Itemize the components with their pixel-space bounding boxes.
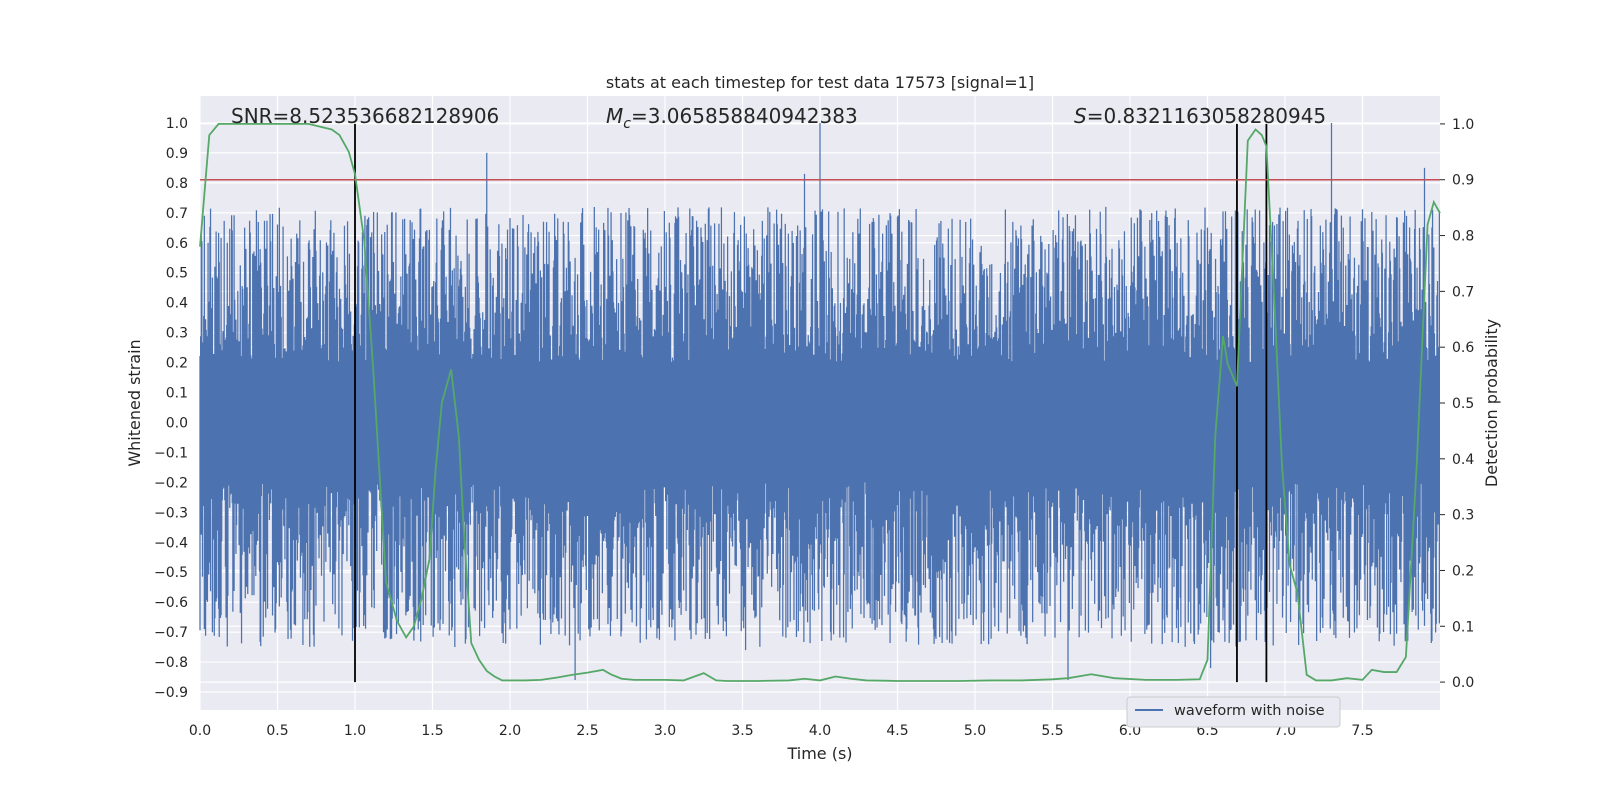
x-tick-label: 0.0 xyxy=(189,723,211,739)
snr-annotation: SNR=8.523536682128906 xyxy=(231,104,499,128)
y-tick-label-left: 0.9 xyxy=(166,146,188,162)
x-tick-label: 3.5 xyxy=(731,723,753,739)
mc-annotation: Mc=3.065858840942383 xyxy=(606,104,858,132)
y-tick-label-left: −0.8 xyxy=(154,655,188,671)
x-tick-label: 4.0 xyxy=(809,723,831,739)
x-ticks: 0.0 0.5 1.0 1.5 2.0 2.5 3.0 3.5 4.0 4.5 5.0 5.5 6.0 6… xyxy=(189,723,1374,739)
y-tick-label-left: 1.0 xyxy=(166,116,188,132)
x-tick-label: 1.0 xyxy=(344,723,366,739)
y-tick-label-right: 0.5 xyxy=(1452,396,1474,412)
chart-title: stats at each timestep for test data 175… xyxy=(606,73,1034,92)
y-axis-label-left: Whitened strain xyxy=(125,339,144,466)
probability-series xyxy=(199,123,1441,682)
x-tick-label: 1.5 xyxy=(421,723,443,739)
x-tick-label: 5.0 xyxy=(964,723,986,739)
x-tick-label: 7.5 xyxy=(1351,723,1373,739)
y-tick-label-left: −0.9 xyxy=(154,685,188,701)
y-tick-label-right: 0.0 xyxy=(1452,675,1474,691)
y-tick-label-left: 0.7 xyxy=(166,206,188,222)
x-tick-label: 3.0 xyxy=(654,723,676,739)
x-tick-label: 2.0 xyxy=(499,723,521,739)
y-tick-label-right: 0.2 xyxy=(1452,563,1474,579)
y-tick-label-left: 0.6 xyxy=(166,236,188,252)
s-annotation: S=0.8321163058280945 xyxy=(1074,104,1326,128)
y-tick-label-left: −0.3 xyxy=(154,505,188,521)
y-tick-label-left: 0.2 xyxy=(166,356,188,372)
vertical-markers xyxy=(354,123,1268,683)
x-tick-label: 4.5 xyxy=(886,723,908,739)
y-tick-label-right: 0.3 xyxy=(1452,508,1474,524)
y-tick-label-left: 0.3 xyxy=(166,326,188,342)
waveform-series xyxy=(199,122,1441,681)
legend-box xyxy=(1126,696,1341,728)
y-tick-label-left: −0.6 xyxy=(154,595,188,611)
y-ticks-right: 0.0 0.1 0.2 0.3 0.4 0.5 0.6 0.7 0.8 0.9 1.0 xyxy=(1440,117,1474,691)
y-tick-label-left: −0.4 xyxy=(154,535,188,551)
y-tick-label-left: 0.5 xyxy=(166,266,188,282)
y-tick-label-left: 0.1 xyxy=(166,386,188,402)
x-tick-label: 2.5 xyxy=(576,723,598,739)
y-tick-label-left: −0.5 xyxy=(154,565,188,581)
y-tick-label-left: −0.2 xyxy=(154,475,188,491)
waveform-trace xyxy=(199,122,1441,681)
y-tick-label-left: 0.4 xyxy=(166,296,188,312)
y-tick-label-right: 0.1 xyxy=(1452,619,1474,635)
legend-label: waveform with noise xyxy=(1174,703,1325,719)
y-tick-label-right: 0.6 xyxy=(1452,340,1474,356)
y-tick-label-left: 0.8 xyxy=(166,176,188,192)
x-tick-label: 5.5 xyxy=(1041,723,1063,739)
y-axis-label-right: Detection probability xyxy=(1482,319,1501,487)
y-ticks-left: −0.9 −0.8 −0.7 −0.6 −0.5 −0.4 −0.3 −0.2 −0.1 0.0 0… xyxy=(154,116,188,701)
y-tick-label-right: 0.8 xyxy=(1452,229,1474,245)
legend: waveform with noise xyxy=(1126,696,1341,728)
y-tick-label-right: 0.4 xyxy=(1452,452,1474,468)
x-tick-label: 0.5 xyxy=(266,723,288,739)
y-tick-label-right: 1.0 xyxy=(1452,117,1474,133)
y-tick-label-left: −0.7 xyxy=(154,625,188,641)
y-tick-label-left: −0.1 xyxy=(154,445,188,461)
y-tick-label-left: 0.0 xyxy=(166,415,188,431)
y-tick-label-right: 0.7 xyxy=(1452,284,1474,300)
y-tick-label-right: 0.9 xyxy=(1452,173,1474,189)
x-axis-label: Time (s) xyxy=(786,744,852,763)
